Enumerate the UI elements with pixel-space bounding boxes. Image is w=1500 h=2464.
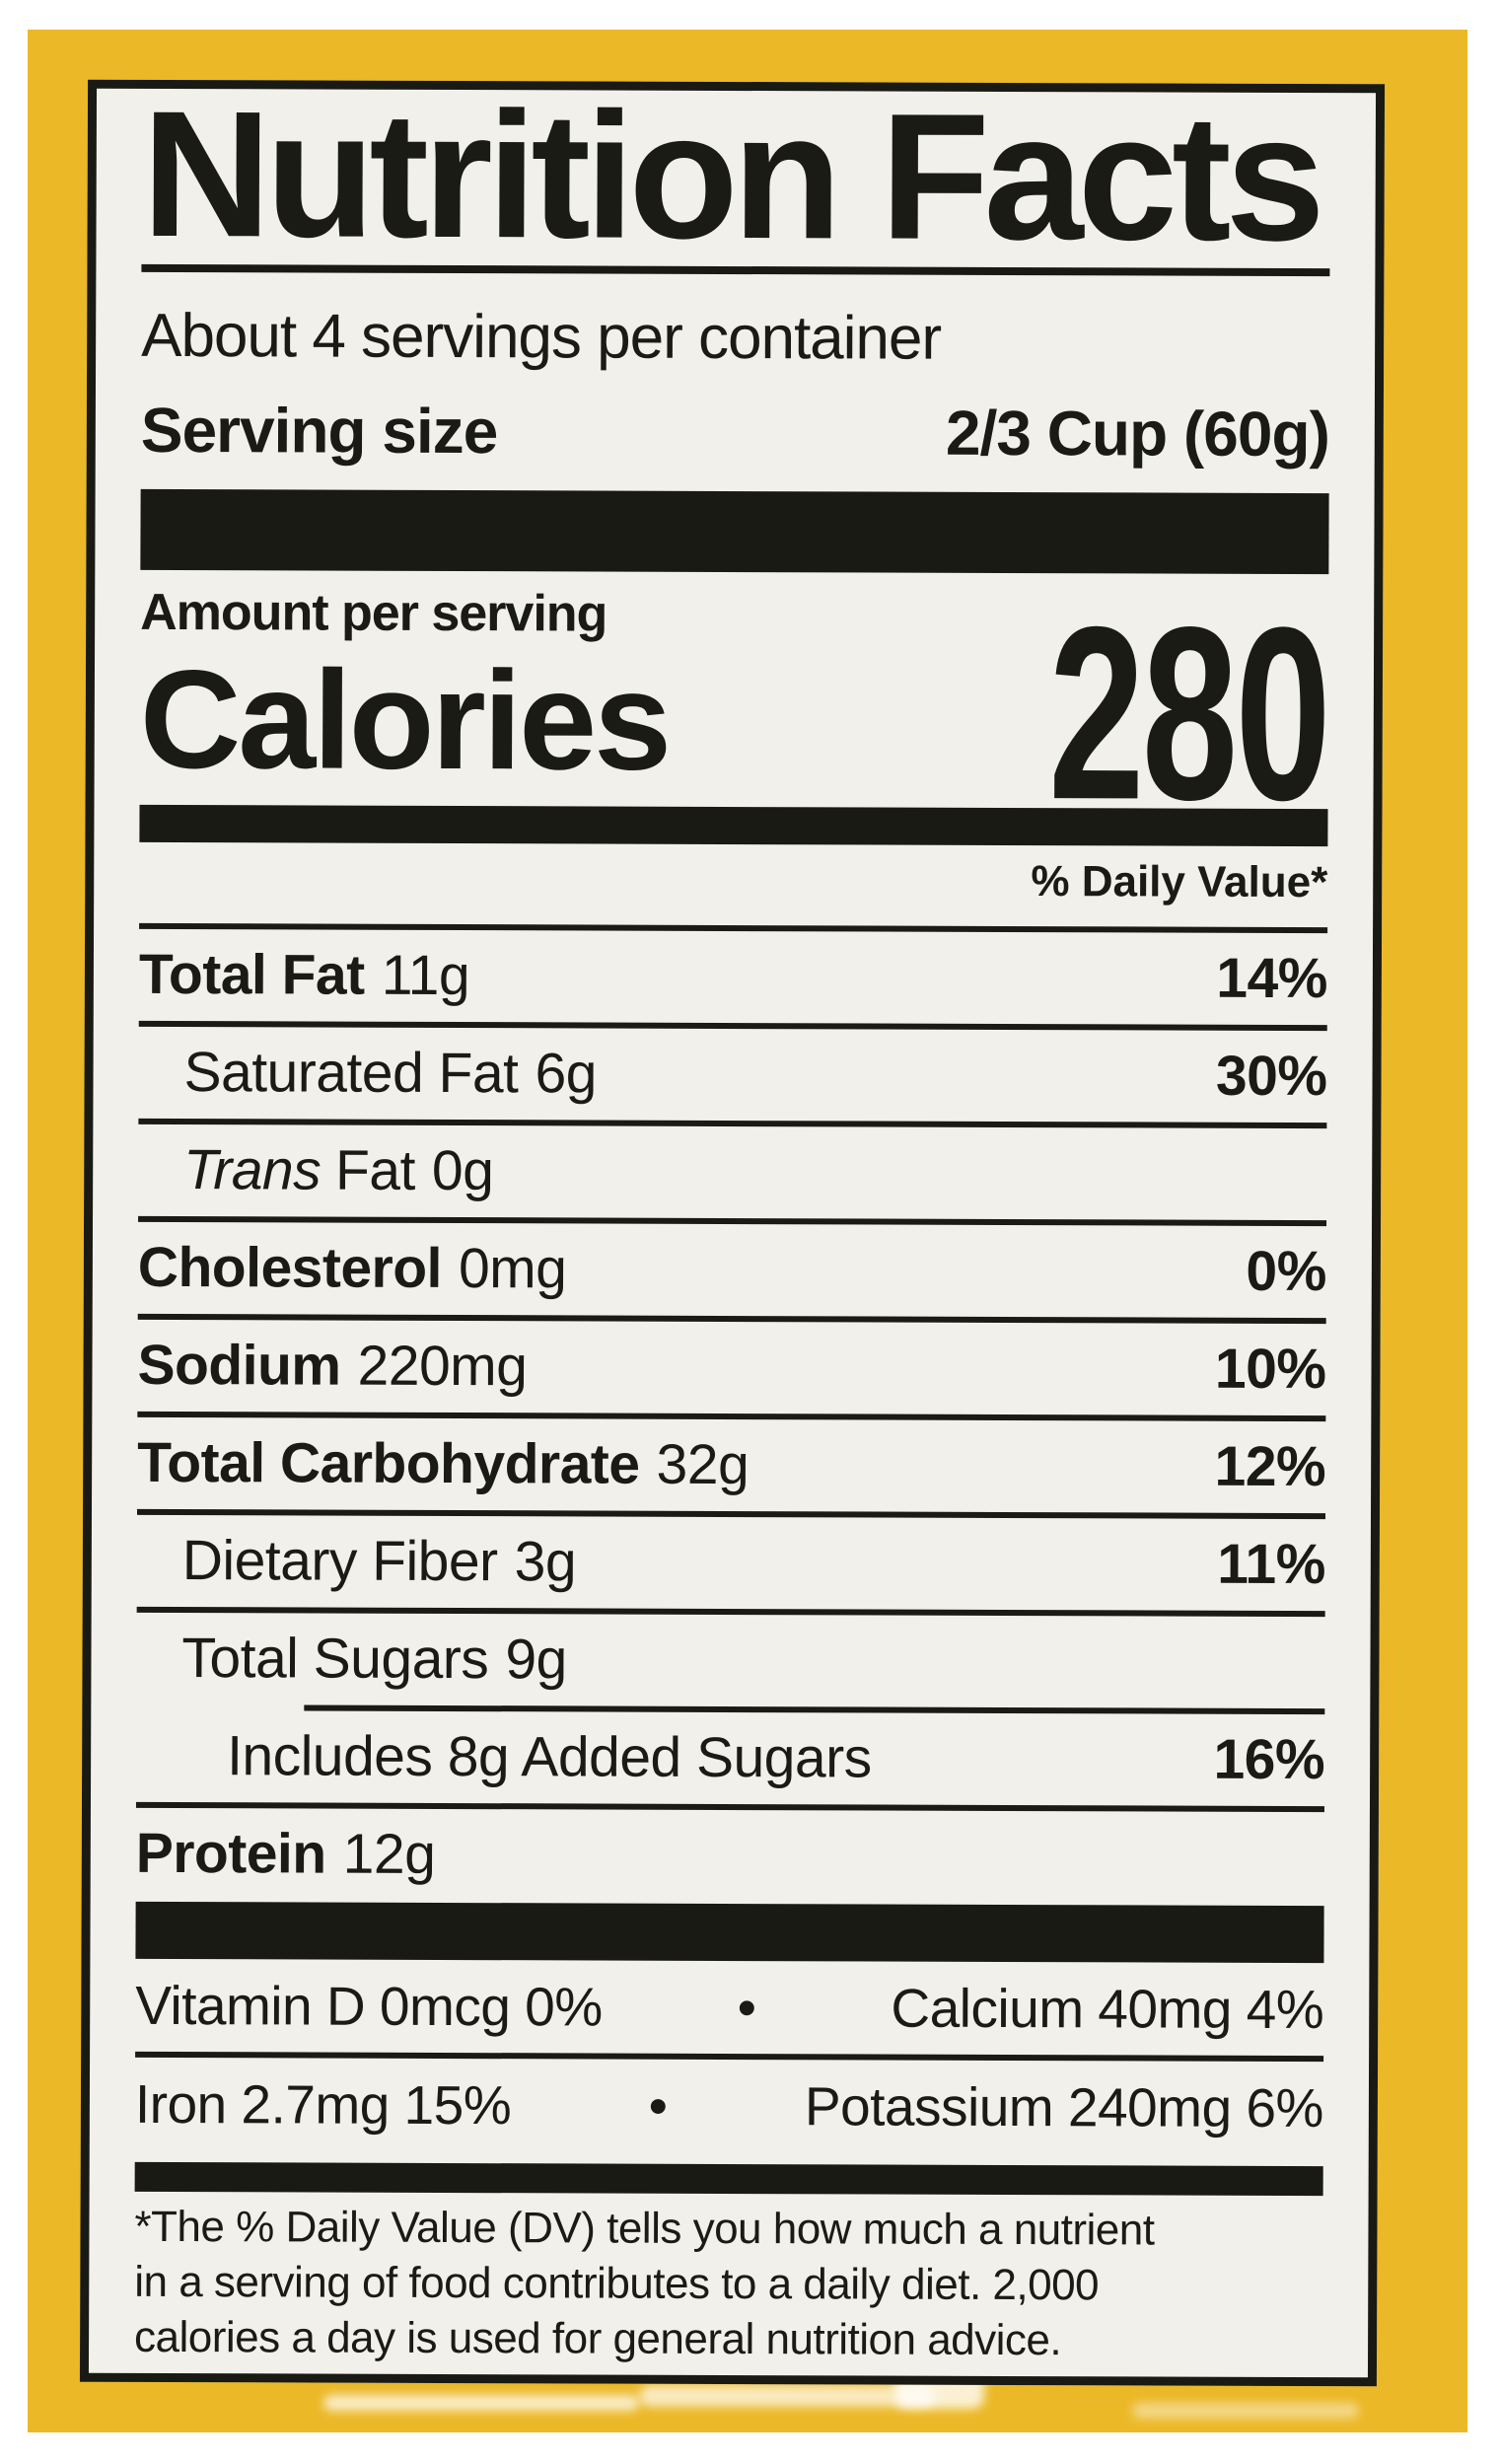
- nutrient-name-italic: Trans: [183, 1138, 321, 1202]
- nutrient-row-total-fat: Total Fat 11g 14%: [139, 929, 1327, 1025]
- nutrient-amount: 3g: [514, 1530, 577, 1594]
- nutrition-facts-label: Nutrition Facts About 4 servings per con…: [79, 79, 1386, 2387]
- bullet-separator: •: [648, 2074, 668, 2137]
- serving-size-row: Serving size 2/3 Cup (60g): [141, 395, 1329, 470]
- glare-streak: [323, 2395, 639, 2411]
- nutrient-amount: 11g: [381, 943, 470, 1008]
- nutrient-row-total-carbohydrate: Total Carbohydrate 32g 12%: [137, 1417, 1325, 1513]
- calories-value: 280: [1047, 575, 1329, 852]
- nutrient-amount: 32g: [656, 1432, 750, 1497]
- nutrient-amount: 12g: [342, 1822, 436, 1886]
- nutrient-row-dietary-fiber: Dietary Fiber 3g 11%: [137, 1515, 1325, 1611]
- nutrient-name: Sodium: [137, 1333, 341, 1398]
- nutrient-name: Total Sugars: [181, 1627, 489, 1692]
- nutrient-row-added-sugars: Includes 8g Added Sugars 16%: [136, 1710, 1324, 1806]
- glare-streak: [1132, 2403, 1359, 2419]
- servings-per-container: About 4 servings per container: [141, 301, 942, 373]
- footnote-line: *The % Daily Value (DV) tells you how mu…: [134, 2202, 1155, 2255]
- medium-divider-bar: [134, 2161, 1323, 2197]
- nutrient-daily-value: 30%: [1215, 1044, 1327, 1109]
- micronutrient-left: Vitamin D 0mcg 0%: [135, 1974, 603, 2038]
- nutrient-name: Saturated Fat: [183, 1041, 519, 1106]
- nutrient-name: Total Carbohydrate: [137, 1430, 640, 1496]
- nutrient-amount: 0mg: [458, 1237, 567, 1301]
- daily-value-footnote: *The % Daily Value (DV) tells you how mu…: [134, 2200, 1323, 2369]
- nutrient-row-sodium: Sodium 220mg 10%: [137, 1320, 1325, 1415]
- nutrient-amount: 6g: [535, 1042, 598, 1106]
- nutrient-name: Includes 8g Added Sugars: [227, 1724, 872, 1790]
- nutrient-amount: 9g: [505, 1628, 567, 1692]
- daily-value-header: % Daily Value*: [1031, 857, 1328, 907]
- footnote-line: calories a day is used for general nutri…: [134, 2312, 1062, 2365]
- nutrient-amount: 0g: [431, 1138, 494, 1203]
- thick-divider-bar: [140, 488, 1329, 575]
- nutrient-name: Cholesterol: [137, 1235, 443, 1300]
- nutrient-daily-value: 16%: [1213, 1727, 1325, 1792]
- nutrient-name: Protein: [135, 1821, 326, 1886]
- nutrient-row-total-sugars: Total Sugars 9g: [136, 1613, 1324, 1708]
- nutrient-daily-value: 10%: [1214, 1337, 1326, 1402]
- micronutrient-row-iron-potassium: Iron 2.7mg 15% • Potassium 240mg 6%: [135, 2058, 1323, 2154]
- nutrient-amount: 220mg: [357, 1334, 528, 1399]
- nutrient-daily-value: 0%: [1246, 1239, 1326, 1304]
- nutrient-name: Total Fat: [138, 942, 365, 1007]
- yellow-package-background: Nutrition Facts About 4 servings per con…: [28, 30, 1467, 2432]
- micronutrient-left: Iron 2.7mg 15%: [134, 2072, 512, 2137]
- thick-divider-bar: [135, 1901, 1324, 1964]
- nutrient-name: Fat: [334, 1138, 415, 1202]
- micronutrient-row-vitamin-d-calcium: Vitamin D 0mcg 0% • Calcium 40mg 4%: [135, 1959, 1323, 2056]
- nutrition-facts-title: Nutrition Facts: [141, 80, 1331, 278]
- nutrient-row-saturated-fat: Saturated Fat 6g 30%: [138, 1027, 1326, 1123]
- serving-size-label: Serving size: [140, 394, 498, 468]
- calories-row: Calories 280: [140, 575, 1329, 851]
- nutrient-row-trans-fat: Trans Fat 0g: [138, 1124, 1326, 1220]
- glare-streak: [639, 2385, 935, 2407]
- serving-size-value: 2/3 Cup (60g): [945, 397, 1329, 471]
- nutrient-daily-value: 14%: [1216, 946, 1328, 1011]
- nutrient-daily-value: 11%: [1217, 1532, 1325, 1597]
- micronutrient-right: Calcium 40mg 4%: [891, 1977, 1324, 2041]
- micronutrient-right: Potassium 240mg 6%: [804, 2075, 1323, 2139]
- bullet-separator: •: [737, 1977, 756, 2039]
- nutrient-daily-value: 12%: [1214, 1434, 1326, 1499]
- nutrient-row-protein: Protein 12g: [136, 1808, 1324, 1904]
- footnote-line: in a serving of food contributes to a da…: [134, 2257, 1100, 2310]
- nutrient-row-cholesterol: Cholesterol 0mg 0%: [138, 1222, 1326, 1318]
- nutrient-name: Dietary Fiber: [181, 1529, 498, 1594]
